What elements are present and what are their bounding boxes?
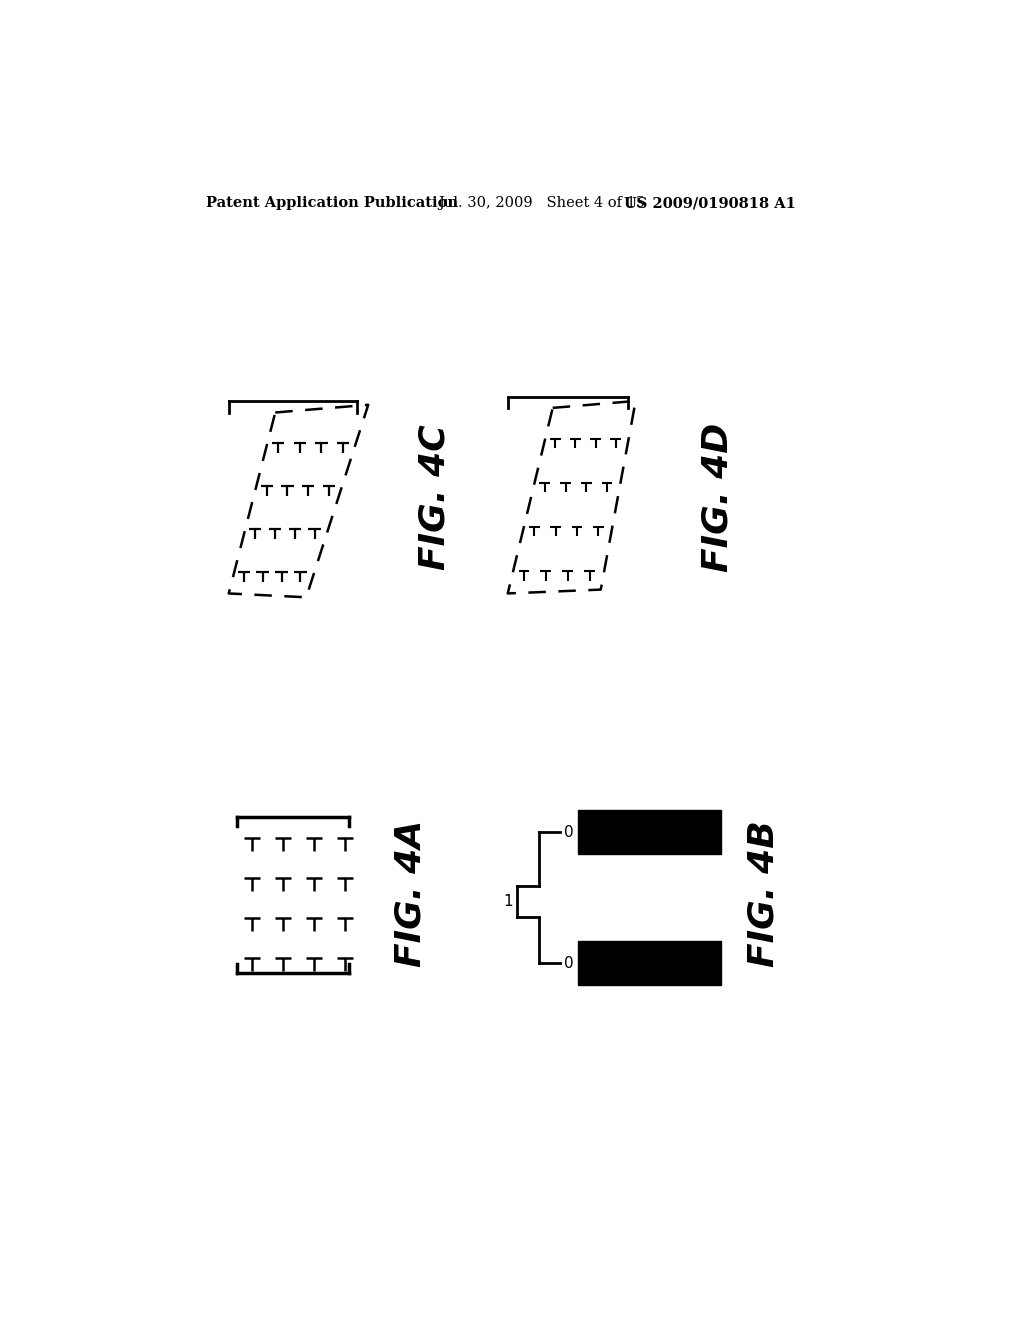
Text: FIG. 4D: FIG. 4D — [700, 422, 734, 572]
Text: 1: 1 — [503, 894, 513, 909]
Text: FIG. 4C: FIG. 4C — [417, 424, 452, 570]
Bar — [578, 941, 721, 985]
Text: FIG. 4A: FIG. 4A — [394, 820, 428, 968]
Text: 0: 0 — [563, 956, 573, 970]
Text: Jul. 30, 2009   Sheet 4 of 15: Jul. 30, 2009 Sheet 4 of 15 — [438, 197, 645, 210]
Text: FIG. 4B: FIG. 4B — [746, 820, 780, 968]
Text: 0: 0 — [563, 825, 573, 840]
Text: US 2009/0190818 A1: US 2009/0190818 A1 — [624, 197, 796, 210]
Bar — [578, 810, 721, 854]
Text: Patent Application Publication: Patent Application Publication — [206, 197, 458, 210]
